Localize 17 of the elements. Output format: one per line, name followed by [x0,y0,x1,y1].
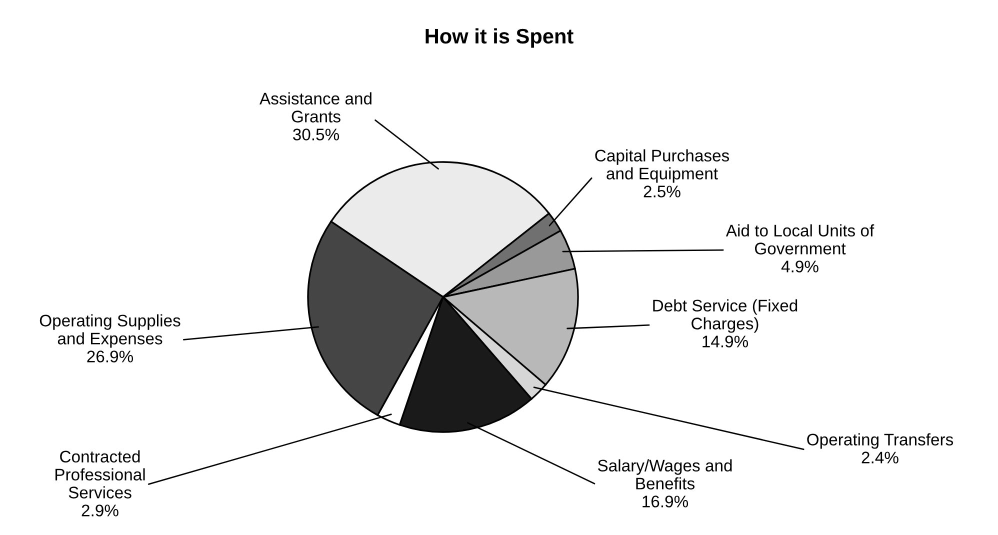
slice-label: Debt Service (Fixed Charges) [653,299,798,333]
data-label: 16.9% [642,496,688,508]
data-label: 26.9% [87,350,134,362]
slice-label: Assistance and Grants [260,92,372,122]
data-label: 30.5% [293,128,340,140]
data-label: 2.5% [644,186,680,198]
slice-label: Aid to Local Units of Government [726,224,874,254]
data-label: 2.9% [82,504,118,516]
data-label: 2.4% [862,452,898,464]
chart-title: How it is Spent [426,28,574,48]
data-label: 4.9% [781,260,818,272]
slice-label: Capital Purchases and Equipment [595,149,730,183]
slice-label: Salary/Wages and Benefits [598,459,732,490]
data-label: 14.9% [702,336,748,348]
slice-label: Contracted Professional Services [56,450,145,498]
slice-label: Operating Transfers [807,433,954,449]
slice-label: Operating Supplies and Expenses [40,314,180,348]
